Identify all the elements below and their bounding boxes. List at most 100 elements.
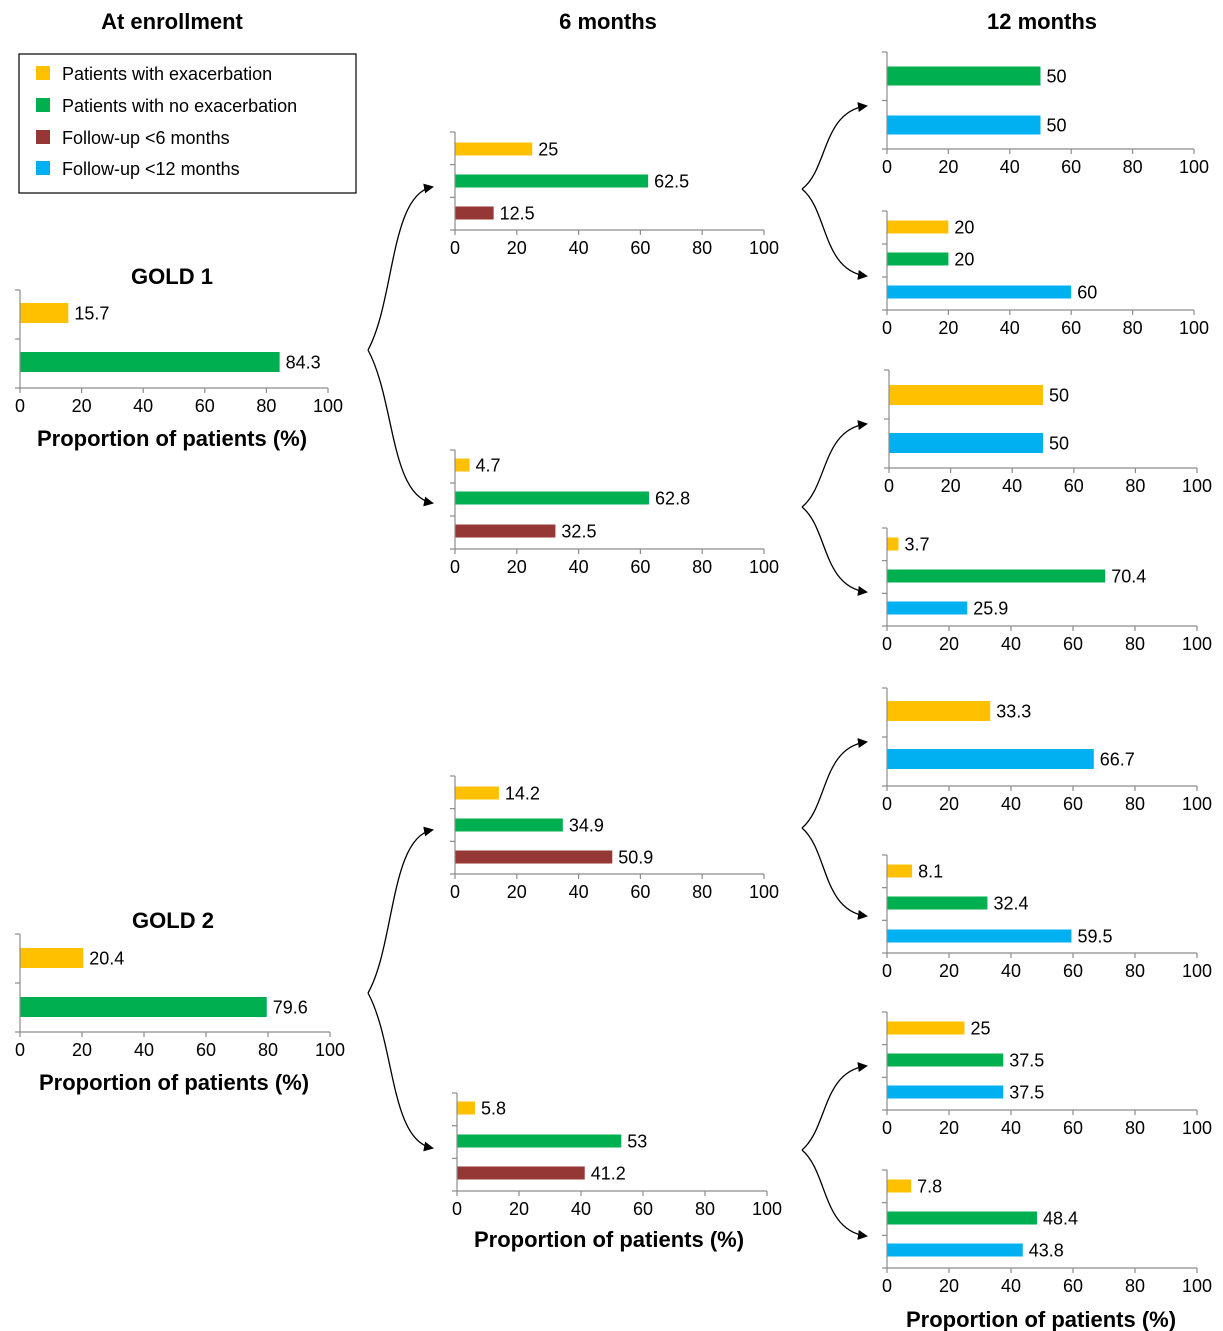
- chart-gold1_6m_noexac: 4.7 62.8 32.5 0 20 40 60 80 100: [450, 449, 779, 577]
- arrow-gold1-to-6m-no-exacerbation: [367, 349, 434, 507]
- x-tick-label: 0: [882, 961, 892, 981]
- x-tick-label: 40: [1001, 634, 1021, 654]
- chart-gold1_enroll: 15.7 84.3 0 20 40 60 80 100 GOLD 1 Proportion of …: [15, 264, 343, 451]
- x-tick-label: 80: [692, 238, 712, 258]
- value-label: 59.5: [1077, 927, 1112, 947]
- x-tick-label: 100: [1182, 634, 1212, 654]
- x-tick-label: 60: [1061, 318, 1081, 338]
- x-tick-label: 100: [313, 396, 343, 416]
- bar: [887, 1211, 1038, 1225]
- x-tick-label: 100: [1179, 157, 1209, 177]
- x-tick-label: 80: [1123, 318, 1143, 338]
- value-label: 20: [954, 250, 974, 270]
- x-tick-label: 80: [1125, 634, 1145, 654]
- chart-gold2_12m_d: 7.8 48.4 43.8 0 20 40 60 80 100 Proportion of pat…: [882, 1169, 1212, 1331]
- x-tick-label: 80: [1125, 1118, 1145, 1138]
- x-tick-label: 0: [450, 882, 460, 902]
- value-label: 48.4: [1043, 1209, 1078, 1229]
- x-tick-label: 60: [1063, 961, 1083, 981]
- value-label: 37.5: [1009, 1083, 1044, 1103]
- bar: [887, 1085, 1004, 1099]
- x-tick-label: 20: [939, 634, 959, 654]
- legend-label-followup-12: Follow-up <12 months: [62, 159, 240, 179]
- x-tick-label: 60: [196, 1040, 216, 1060]
- value-label: 33.3: [996, 702, 1031, 722]
- legend-label-no-exacerbation: Patients with no exacerbation: [62, 96, 297, 116]
- x-tick-label: 0: [450, 238, 460, 258]
- value-label: 20.4: [89, 949, 124, 969]
- value-label: 7.8: [917, 1177, 942, 1197]
- value-label: 62.8: [655, 489, 690, 509]
- bar: [455, 174, 649, 188]
- bar: [455, 206, 494, 220]
- x-tick-label: 0: [884, 476, 894, 496]
- x-tick-label: 60: [1063, 1118, 1083, 1138]
- value-label: 53: [627, 1132, 647, 1152]
- legend-label-followup-6: Follow-up <6 months: [62, 128, 230, 148]
- value-label: 60: [1077, 283, 1097, 303]
- x-tick-label: 80: [692, 557, 712, 577]
- x-tick-label: 20: [941, 476, 961, 496]
- arrow-g1-6m-noexac-to-12m-d: [801, 506, 868, 596]
- x-tick-label: 20: [72, 1040, 92, 1060]
- bar: [887, 537, 899, 551]
- arrow-g2-6m-exac-to-12m-a: [801, 738, 868, 829]
- x-tick-label: 100: [749, 882, 779, 902]
- chart-gold1_12m_a: 50 50 0 20 40 60 80 100: [882, 51, 1209, 177]
- chart-gold2_12m_c: 25 37.5 37.5 0 20 40 60 80 100: [882, 1011, 1212, 1138]
- arrow-g1-6m-noexac-to-12m-c: [801, 420, 868, 508]
- x-tick-label: 100: [1182, 476, 1212, 496]
- value-label: 32.5: [561, 522, 596, 542]
- x-tick-label: 40: [1000, 318, 1020, 338]
- x-axis-title: Proportion of patients (%): [39, 1070, 309, 1095]
- bar: [455, 786, 499, 800]
- bar: [887, 896, 988, 910]
- bar: [887, 569, 1106, 583]
- chart-gold1_12m_b: 20 20 60 0 20 40 60 80 100: [882, 210, 1209, 338]
- value-label: 50: [1049, 386, 1069, 406]
- value-label: 34.9: [569, 816, 604, 836]
- x-tick-label: 20: [938, 157, 958, 177]
- x-tick-label: 40: [569, 557, 589, 577]
- value-label: 70.4: [1111, 567, 1146, 587]
- bar: [887, 701, 991, 721]
- x-tick-label: 80: [258, 1040, 278, 1060]
- bar: [455, 818, 563, 832]
- bar: [455, 142, 533, 156]
- x-tick-label: 40: [133, 396, 153, 416]
- flow-arrows: [367, 102, 868, 1240]
- value-label: 20: [954, 218, 974, 238]
- x-tick-label: 80: [695, 1199, 715, 1219]
- x-tick-label: 60: [630, 557, 650, 577]
- x-tick-label: 60: [1063, 794, 1083, 814]
- x-axis-title: Proportion of patients (%): [906, 1307, 1176, 1331]
- x-tick-label: 40: [1000, 157, 1020, 177]
- arrow-g2-6m-noexac-to-12m-c: [801, 1062, 868, 1151]
- legend-box: [18, 53, 357, 194]
- bar: [20, 997, 267, 1017]
- x-tick-label: 40: [1001, 1276, 1021, 1296]
- panel-title: GOLD 2: [132, 908, 214, 933]
- chart-gold1_12m_d: 3.7 70.4 25.9 0 20 40 60 80 100: [882, 527, 1212, 654]
- value-label: 15.7: [74, 304, 109, 324]
- x-tick-label: 60: [633, 1199, 653, 1219]
- x-tick-label: 60: [630, 238, 650, 258]
- x-tick-label: 60: [195, 396, 215, 416]
- x-tick-label: 80: [256, 396, 276, 416]
- x-tick-label: 80: [1125, 961, 1145, 981]
- arrow-gold2-to-6m-no-exacerbation: [367, 992, 434, 1152]
- bar: [887, 929, 1072, 943]
- value-label: 37.5: [1009, 1051, 1044, 1071]
- x-tick-label: 40: [569, 238, 589, 258]
- bar: [457, 1101, 475, 1115]
- chart-gold2_enroll: 20.4 79.6 0 20 40 60 80 100 GOLD 2 Proportion of …: [15, 908, 345, 1095]
- bar: [20, 303, 69, 323]
- value-label: 84.3: [286, 353, 321, 373]
- x-tick-label: 40: [1002, 476, 1022, 496]
- arrow-gold2-to-6m-exacerbation: [367, 826, 434, 994]
- chart-gold2_12m_b: 8.1 32.4 59.5 0 20 40 60 80 100: [882, 854, 1212, 981]
- value-label: 25: [538, 140, 558, 160]
- header-12-months: 12 months: [987, 9, 1097, 34]
